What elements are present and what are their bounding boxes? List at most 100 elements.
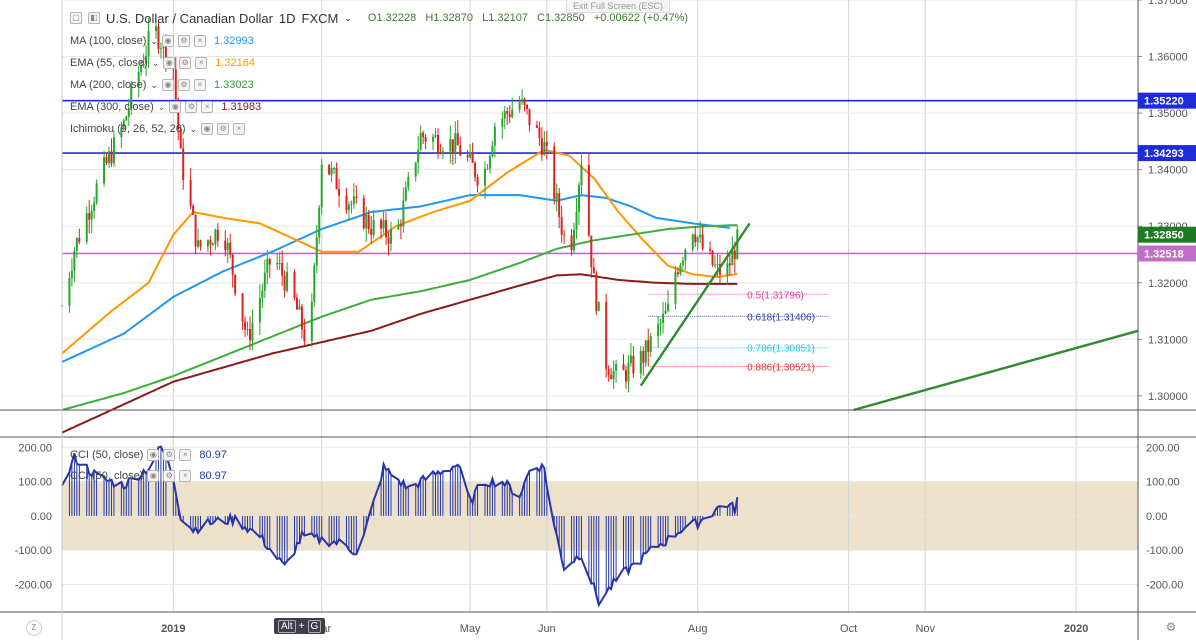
x-tick-label: May — [460, 623, 481, 635]
cci-tick-label-left: -100.00 — [15, 545, 52, 557]
chevron-down-icon[interactable]: ⌄ — [157, 101, 166, 112]
candle-body — [246, 328, 249, 330]
eye-icon[interactable]: ◉ — [147, 469, 160, 482]
exit-fullscreen-button[interactable]: Exit Full Screen (ESC) — [566, 0, 671, 13]
candle-body — [538, 127, 541, 139]
chevron-down-icon[interactable]: ⌄ — [151, 57, 160, 68]
candle-body — [286, 271, 289, 291]
candle-body — [615, 364, 618, 371]
indicator-name[interactable]: MA (100, close) — [70, 35, 147, 47]
candle-body — [372, 219, 375, 235]
gear-icon[interactable]: ⚙ — [163, 448, 176, 461]
candle-body — [140, 65, 143, 73]
candle-body — [145, 55, 148, 65]
timezone-button[interactable]: Z — [26, 620, 42, 636]
close-icon[interactable]: × — [201, 101, 214, 113]
gear-icon[interactable]: ⚙ — [1165, 620, 1177, 634]
candlesticks — [61, 17, 739, 393]
candle-body — [642, 350, 645, 363]
candle-body — [90, 210, 93, 220]
chevron-down-icon[interactable]: ⌄ — [150, 35, 158, 46]
trendline — [639, 222, 751, 387]
eye-icon[interactable]: ◉ — [169, 101, 182, 113]
candle-body — [691, 234, 694, 250]
candle-body — [681, 260, 684, 266]
indicator-name[interactable]: EMA (300, close) — [70, 101, 154, 113]
chevron-down-icon[interactable]: ⌄ — [150, 79, 158, 90]
y-tick-label: 1.35000 — [1148, 108, 1188, 120]
data-source[interactable]: FXCM — [301, 10, 339, 26]
indicator-name[interactable]: Ichimoku (9, 26, 52, 26) — [70, 123, 186, 135]
symbol-name[interactable]: U.S. Dollar / Canadian Dollar — [106, 10, 273, 26]
indicator-value: 1.31983 — [221, 101, 262, 113]
candle-body — [241, 293, 244, 322]
candle-body — [674, 272, 677, 304]
close-icon[interactable]: × — [195, 57, 208, 69]
close-icon[interactable]: × — [179, 448, 192, 461]
gear-icon[interactable]: ⚙ — [163, 469, 176, 482]
eye-icon[interactable]: ◉ — [163, 57, 176, 69]
candle-body — [283, 275, 286, 291]
candle-body — [528, 108, 531, 126]
chevron-down-icon[interactable]: ⌄ — [344, 12, 352, 23]
chevron-down-icon[interactable]: ⌄ — [189, 123, 198, 134]
gear-icon[interactable]: ⚙ — [177, 35, 190, 47]
collapse-icon[interactable]: ▢ — [70, 12, 82, 24]
moving-average-line — [61, 148, 738, 355]
indicator-name[interactable]: MA (200, close) — [70, 79, 147, 91]
cci-indicator-name[interactable]: CCI (50, close) — [70, 448, 144, 461]
cci-indicator-name[interactable]: CCI (50, close) — [70, 469, 144, 482]
indicator-row[interactable]: MA (100, close) ⌄ ◉ ⚙ × 1.32993 — [70, 30, 694, 52]
close-icon[interactable]: × — [179, 469, 192, 482]
cci-indicator-row[interactable]: CCI (50, close) ◉ ⚙ × 80.97 — [70, 444, 227, 465]
grid-layer — [62, 0, 1138, 612]
gear-icon[interactable]: ⚙ — [177, 79, 190, 91]
candle-body — [577, 185, 580, 212]
main-legend: ▢ ◧ U.S. Dollar / Canadian Dollar 1D FXC… — [70, 8, 694, 140]
close-icon[interactable]: × — [193, 79, 206, 91]
gear-icon[interactable]: ⚙ — [185, 101, 198, 113]
candle-body — [716, 264, 719, 266]
candle-body — [137, 72, 140, 86]
close-value: C1.32850 — [537, 12, 585, 24]
eye-icon[interactable]: ◉ — [147, 448, 160, 461]
alt-key: Alt — [278, 619, 296, 633]
candle-body — [177, 99, 180, 129]
cci-indicator-row[interactable]: CCI (50, close) ◉ ⚙ × 80.97 — [70, 465, 227, 486]
candle-body — [112, 137, 115, 164]
candle-body — [605, 301, 608, 369]
hide-icon[interactable]: ◧ — [88, 12, 100, 24]
y-tick-label: 1.37000 — [1148, 0, 1188, 7]
candle-body — [560, 217, 563, 235]
candle-body — [110, 151, 113, 164]
interval[interactable]: 1D — [278, 10, 296, 26]
candle-body — [347, 204, 350, 210]
close-icon[interactable]: × — [233, 123, 246, 135]
candle-body — [78, 238, 81, 242]
close-icon[interactable]: × — [193, 35, 206, 47]
candle-body — [251, 322, 254, 341]
price-label-tag — [1138, 145, 1196, 162]
indicator-row[interactable]: EMA (55, close) ⌄ ◉ ⚙ × 1.32164 — [70, 52, 694, 74]
candle-body — [231, 254, 234, 276]
cci-tick-label-right: -200.00 — [1146, 580, 1183, 592]
candle-body — [662, 313, 665, 324]
indicator-row[interactable]: Ichimoku (9, 26, 52, 26) ⌄ ◉ ⚙ × — [70, 118, 694, 140]
symbol-title-row: ▢ ◧ U.S. Dollar / Canadian Dollar 1D FXC… — [70, 8, 694, 28]
gear-icon[interactable]: ⚙ — [179, 57, 192, 69]
indicator-name[interactable]: EMA (55, close) — [70, 57, 148, 69]
indicator-row[interactable]: EMA (300, close) ⌄ ◉ ⚙ × 1.31983 — [70, 96, 694, 118]
eye-icon[interactable]: ◉ — [161, 79, 174, 91]
eye-icon[interactable]: ◉ — [201, 123, 214, 135]
candle-body — [476, 177, 479, 186]
fib-level-label: 0.786(1.30851) — [747, 344, 815, 355]
candle-body — [107, 151, 110, 163]
candle-body — [159, 48, 162, 50]
eye-icon[interactable]: ◉ — [161, 35, 174, 47]
gear-icon[interactable]: ⚙ — [217, 123, 230, 135]
indicator-row[interactable]: MA (200, close) ⌄ ◉ ⚙ × 1.33023 — [70, 74, 694, 96]
cci-tick-label-left: 200.00 — [18, 442, 52, 454]
candle-body — [362, 197, 365, 229]
candle-body — [622, 364, 625, 371]
